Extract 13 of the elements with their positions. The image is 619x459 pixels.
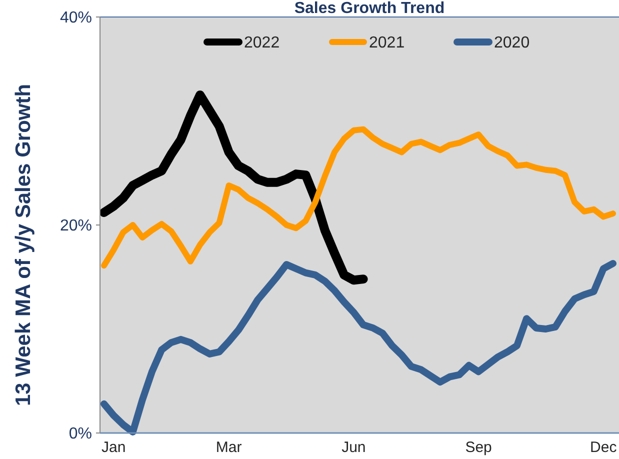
chart-title: Sales Growth Trend xyxy=(294,0,445,17)
x-tick-label: Jan xyxy=(102,439,126,456)
x-tick-label: Mar xyxy=(216,439,242,456)
x-tick-label: Dec xyxy=(590,439,618,456)
y-tick-label: 40% xyxy=(60,10,92,27)
y-axis-title: 13 Week MA of y/y Sales Growth xyxy=(12,84,35,406)
y-tick-label: 20% xyxy=(60,218,92,235)
x-tick-label: Sep xyxy=(465,439,492,456)
y-tick-label: 0% xyxy=(68,426,92,443)
legend-label: 2021 xyxy=(369,34,405,52)
x-tick-label: Jun xyxy=(342,439,366,456)
legend-label: 2022 xyxy=(244,34,280,52)
legend-label: 2020 xyxy=(494,34,530,52)
